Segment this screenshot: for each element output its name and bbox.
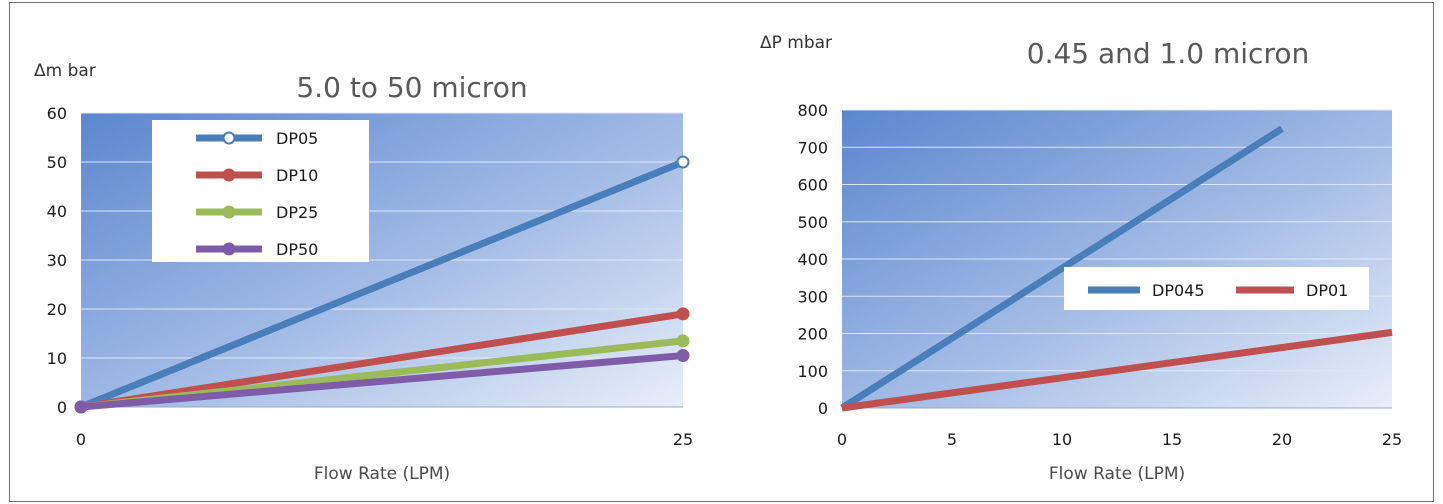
left-point-DP50 bbox=[676, 349, 690, 363]
right-y-tick-label: 100 bbox=[797, 362, 828, 381]
left-point-DP25 bbox=[676, 334, 690, 348]
right-series-line-DP045 bbox=[840, 125, 1284, 411]
right-y-tick-label: 0 bbox=[818, 399, 828, 418]
chart-right-y-ticks: 0 100 200 300 400 500 600 700 800 bbox=[797, 101, 828, 418]
left-legend-label-DP25: DP25 bbox=[276, 203, 318, 222]
left-legend-marker-DP25 bbox=[222, 205, 236, 219]
right-y-tick-label: 200 bbox=[797, 325, 828, 344]
left-y-tick-label: 20 bbox=[47, 300, 67, 319]
right-y-tick-label: 300 bbox=[797, 287, 828, 306]
chart-right: 0 100 200 300 400 500 600 700 800 0 5 10 15 20 25 0.4… bbox=[760, 33, 1402, 484]
right-series-line-DP01 bbox=[841, 328, 1393, 412]
right-y-tick-label: 600 bbox=[797, 176, 828, 195]
left-legend-label-DP10: DP10 bbox=[276, 166, 318, 185]
right-y-tick-label: 700 bbox=[797, 138, 828, 157]
left-legend-label-DP05: DP05 bbox=[276, 129, 318, 148]
right-x-tick-label: 20 bbox=[1272, 430, 1292, 449]
left-point-DP50 bbox=[74, 400, 88, 414]
chart-left-legend-box bbox=[152, 120, 369, 262]
right-y-tick-label: 400 bbox=[797, 250, 828, 269]
chart-left: 0 10 20 30 40 50 60 0 25 5.0 to 50 micron Δm ba… bbox=[34, 61, 693, 484]
left-series-line-DP05 bbox=[79, 158, 685, 411]
chart-left-x-axis-label: Flow Rate (LPM) bbox=[314, 464, 450, 484]
left-y-tick-label: 60 bbox=[47, 104, 67, 123]
chart-left-legend: DP05 DP10 DP25 DP50 bbox=[152, 120, 369, 262]
left-legend-marker-DP50 bbox=[222, 242, 236, 256]
left-y-tick-label: 50 bbox=[47, 153, 67, 172]
right-legend-label-DP045: DP045 bbox=[1152, 281, 1205, 300]
chart-right-legend: DP045 DP01 bbox=[1064, 267, 1369, 310]
chart-right-y-axis-label: ΔP mbar bbox=[760, 33, 832, 53]
left-point-DP05 bbox=[676, 155, 690, 169]
chart-right-title: 0.45 and 1.0 micron bbox=[1027, 37, 1309, 70]
chart-right-x-ticks: 0 5 10 15 20 25 bbox=[837, 430, 1402, 449]
left-y-tick-label: 40 bbox=[47, 202, 67, 221]
left-x-tick-label: 25 bbox=[673, 430, 693, 449]
left-y-tick-label: 30 bbox=[47, 251, 67, 270]
chart-left-x-ticks: 0 25 bbox=[76, 430, 693, 449]
chart-left-y-ticks: 0 10 20 30 40 50 60 bbox=[47, 104, 67, 417]
left-legend-marker-DP10 bbox=[222, 168, 236, 182]
right-y-tick-label: 500 bbox=[797, 213, 828, 232]
left-legend-label-DP50: DP50 bbox=[276, 240, 318, 259]
left-x-tick-label: 0 bbox=[76, 430, 86, 449]
right-x-tick-label: 10 bbox=[1052, 430, 1072, 449]
left-legend-marker-DP05 bbox=[222, 131, 236, 145]
chart-right-series bbox=[840, 125, 1393, 412]
left-point-DP10 bbox=[676, 307, 690, 321]
right-x-tick-label: 0 bbox=[837, 430, 847, 449]
right-legend-label-DP01: DP01 bbox=[1306, 281, 1348, 300]
chart-left-series bbox=[74, 155, 690, 414]
right-y-tick-label: 800 bbox=[797, 101, 828, 120]
left-y-tick-label: 0 bbox=[57, 398, 67, 417]
right-x-tick-label: 5 bbox=[947, 430, 957, 449]
left-series-line-DP50 bbox=[80, 352, 684, 411]
left-y-tick-label: 10 bbox=[47, 349, 67, 368]
chart-left-y-axis-label: Δm bar bbox=[34, 61, 96, 81]
chart-left-title: 5.0 to 50 micron bbox=[296, 71, 527, 104]
chart-right-x-axis-label: Flow Rate (LPM) bbox=[1049, 464, 1185, 484]
right-x-tick-label: 25 bbox=[1382, 430, 1402, 449]
left-series-line-DP10 bbox=[80, 310, 684, 411]
right-x-tick-label: 15 bbox=[1162, 430, 1182, 449]
